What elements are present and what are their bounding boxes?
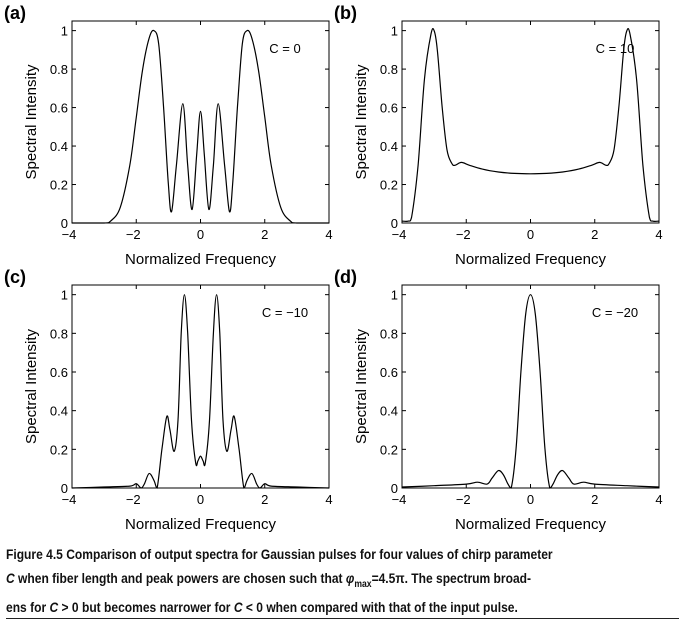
x-tick-label: 4 xyxy=(655,492,662,507)
x-tick-label: 2 xyxy=(261,492,268,507)
spectrum-line xyxy=(71,294,330,489)
caption-line-1: Figure 4.5 Comparison of output spectra … xyxy=(6,546,553,562)
y-axis-label: Spectral Intensity xyxy=(353,64,370,180)
x-tick-label: 2 xyxy=(261,227,268,242)
x-tick-label: −4 xyxy=(392,227,407,242)
x-tick-label: 4 xyxy=(325,227,332,242)
y-tick-label: 0.2 xyxy=(50,442,68,457)
y-tick-label: 0.6 xyxy=(380,101,398,116)
x-tick-label: 4 xyxy=(325,492,332,507)
y-axis-label: Spectral Intensity xyxy=(23,328,40,444)
panel-label: (a) xyxy=(4,3,26,23)
x-tick-label: −4 xyxy=(62,227,77,242)
y-tick-label: 0 xyxy=(61,481,68,496)
caption-line-3: ens for C > 0 but becomes narrower for C… xyxy=(6,598,518,615)
panel-label: (b) xyxy=(334,3,357,23)
panel-c: −4 −2 0 2 4 0 0.2 0.4 0.6 0.8 1 Normalized Frequenc… xyxy=(4,267,333,533)
y-tick-label: 0 xyxy=(61,216,68,231)
spectrum-line xyxy=(401,28,660,222)
x-tick-label: 2 xyxy=(591,492,598,507)
x-tick-label: −4 xyxy=(62,492,77,507)
annotation-chirp: C = 0 xyxy=(269,41,300,56)
y-tick-label: 0.6 xyxy=(50,365,68,380)
x-axis-label: Normalized Frequency xyxy=(125,516,276,533)
x-tick-label: 2 xyxy=(591,227,598,242)
x-tick-label: 4 xyxy=(655,227,662,242)
caption-line-2: C when fiber length and peak powers are … xyxy=(6,569,532,590)
x-axis-label: Normalized Frequency xyxy=(125,251,276,268)
x-tick-label: 0 xyxy=(527,227,534,242)
y-tick-label: 0.8 xyxy=(380,326,398,341)
y-tick-label: 0 xyxy=(391,481,398,496)
y-tick-label: 0 xyxy=(391,216,398,231)
y-tick-label: 0.2 xyxy=(380,178,398,193)
y-tick-label: 0.8 xyxy=(50,326,68,341)
y-tick-label: 1 xyxy=(61,24,68,39)
spectrum-line xyxy=(401,294,660,489)
annotation-chirp: C = −10 xyxy=(262,305,308,320)
x-tick-label: −2 xyxy=(126,227,141,242)
y-tick-label: 1 xyxy=(391,24,398,39)
caption-rule xyxy=(6,618,679,619)
figure-4-panels: −4 −2 0 2 4 0 0.2 0.4 0.6 0.8 1 Normalized Frequenc… xyxy=(4,3,663,533)
panel-label: (d) xyxy=(334,267,357,287)
x-tick-label: −2 xyxy=(456,492,471,507)
x-tick-label: −4 xyxy=(392,492,407,507)
y-tick-label: 0.8 xyxy=(380,62,398,77)
annotation-chirp: C = −20 xyxy=(592,305,638,320)
y-tick-label: 0.4 xyxy=(380,404,398,419)
annotation-chirp: C = 10 xyxy=(596,41,635,56)
panel-b: −4 −2 0 2 4 0 0.2 0.4 0.6 0.8 1 Normalized Frequenc… xyxy=(334,3,663,268)
x-tick-label: 0 xyxy=(527,492,534,507)
figure-caption: Figure 4.5 Comparison of output spectra … xyxy=(6,543,679,619)
y-tick-label: 0.8 xyxy=(50,62,68,77)
y-tick-label: 1 xyxy=(391,288,398,303)
y-axis-label: Spectral Intensity xyxy=(353,328,370,444)
y-tick-label: 0.2 xyxy=(50,178,68,193)
x-tick-label: −2 xyxy=(456,227,471,242)
x-axis-label: Normalized Frequency xyxy=(455,516,606,533)
spectrum-line xyxy=(71,29,329,224)
y-tick-label: 0.4 xyxy=(50,404,68,419)
y-tick-label: 1 xyxy=(61,288,68,303)
y-tick-label: 0.4 xyxy=(380,139,398,154)
panel-d: −4 −2 0 2 4 0 0.2 0.4 0.6 0.8 1 Normalized Frequenc… xyxy=(334,267,663,533)
x-tick-label: 0 xyxy=(197,227,204,242)
panel-label: (c) xyxy=(4,267,26,287)
y-tick-label: 0.6 xyxy=(380,365,398,380)
y-tick-label: 0.2 xyxy=(380,442,398,457)
y-tick-label: 0.6 xyxy=(50,101,68,116)
panel-a: −4 −2 0 2 4 0 0.2 0.4 0.6 0.8 1 Normalized Frequenc… xyxy=(4,3,333,268)
x-tick-label: −2 xyxy=(126,492,141,507)
x-tick-label: 0 xyxy=(197,492,204,507)
x-axis-label: Normalized Frequency xyxy=(455,251,606,268)
y-axis-label: Spectral Intensity xyxy=(23,64,40,180)
y-tick-label: 0.4 xyxy=(50,139,68,154)
